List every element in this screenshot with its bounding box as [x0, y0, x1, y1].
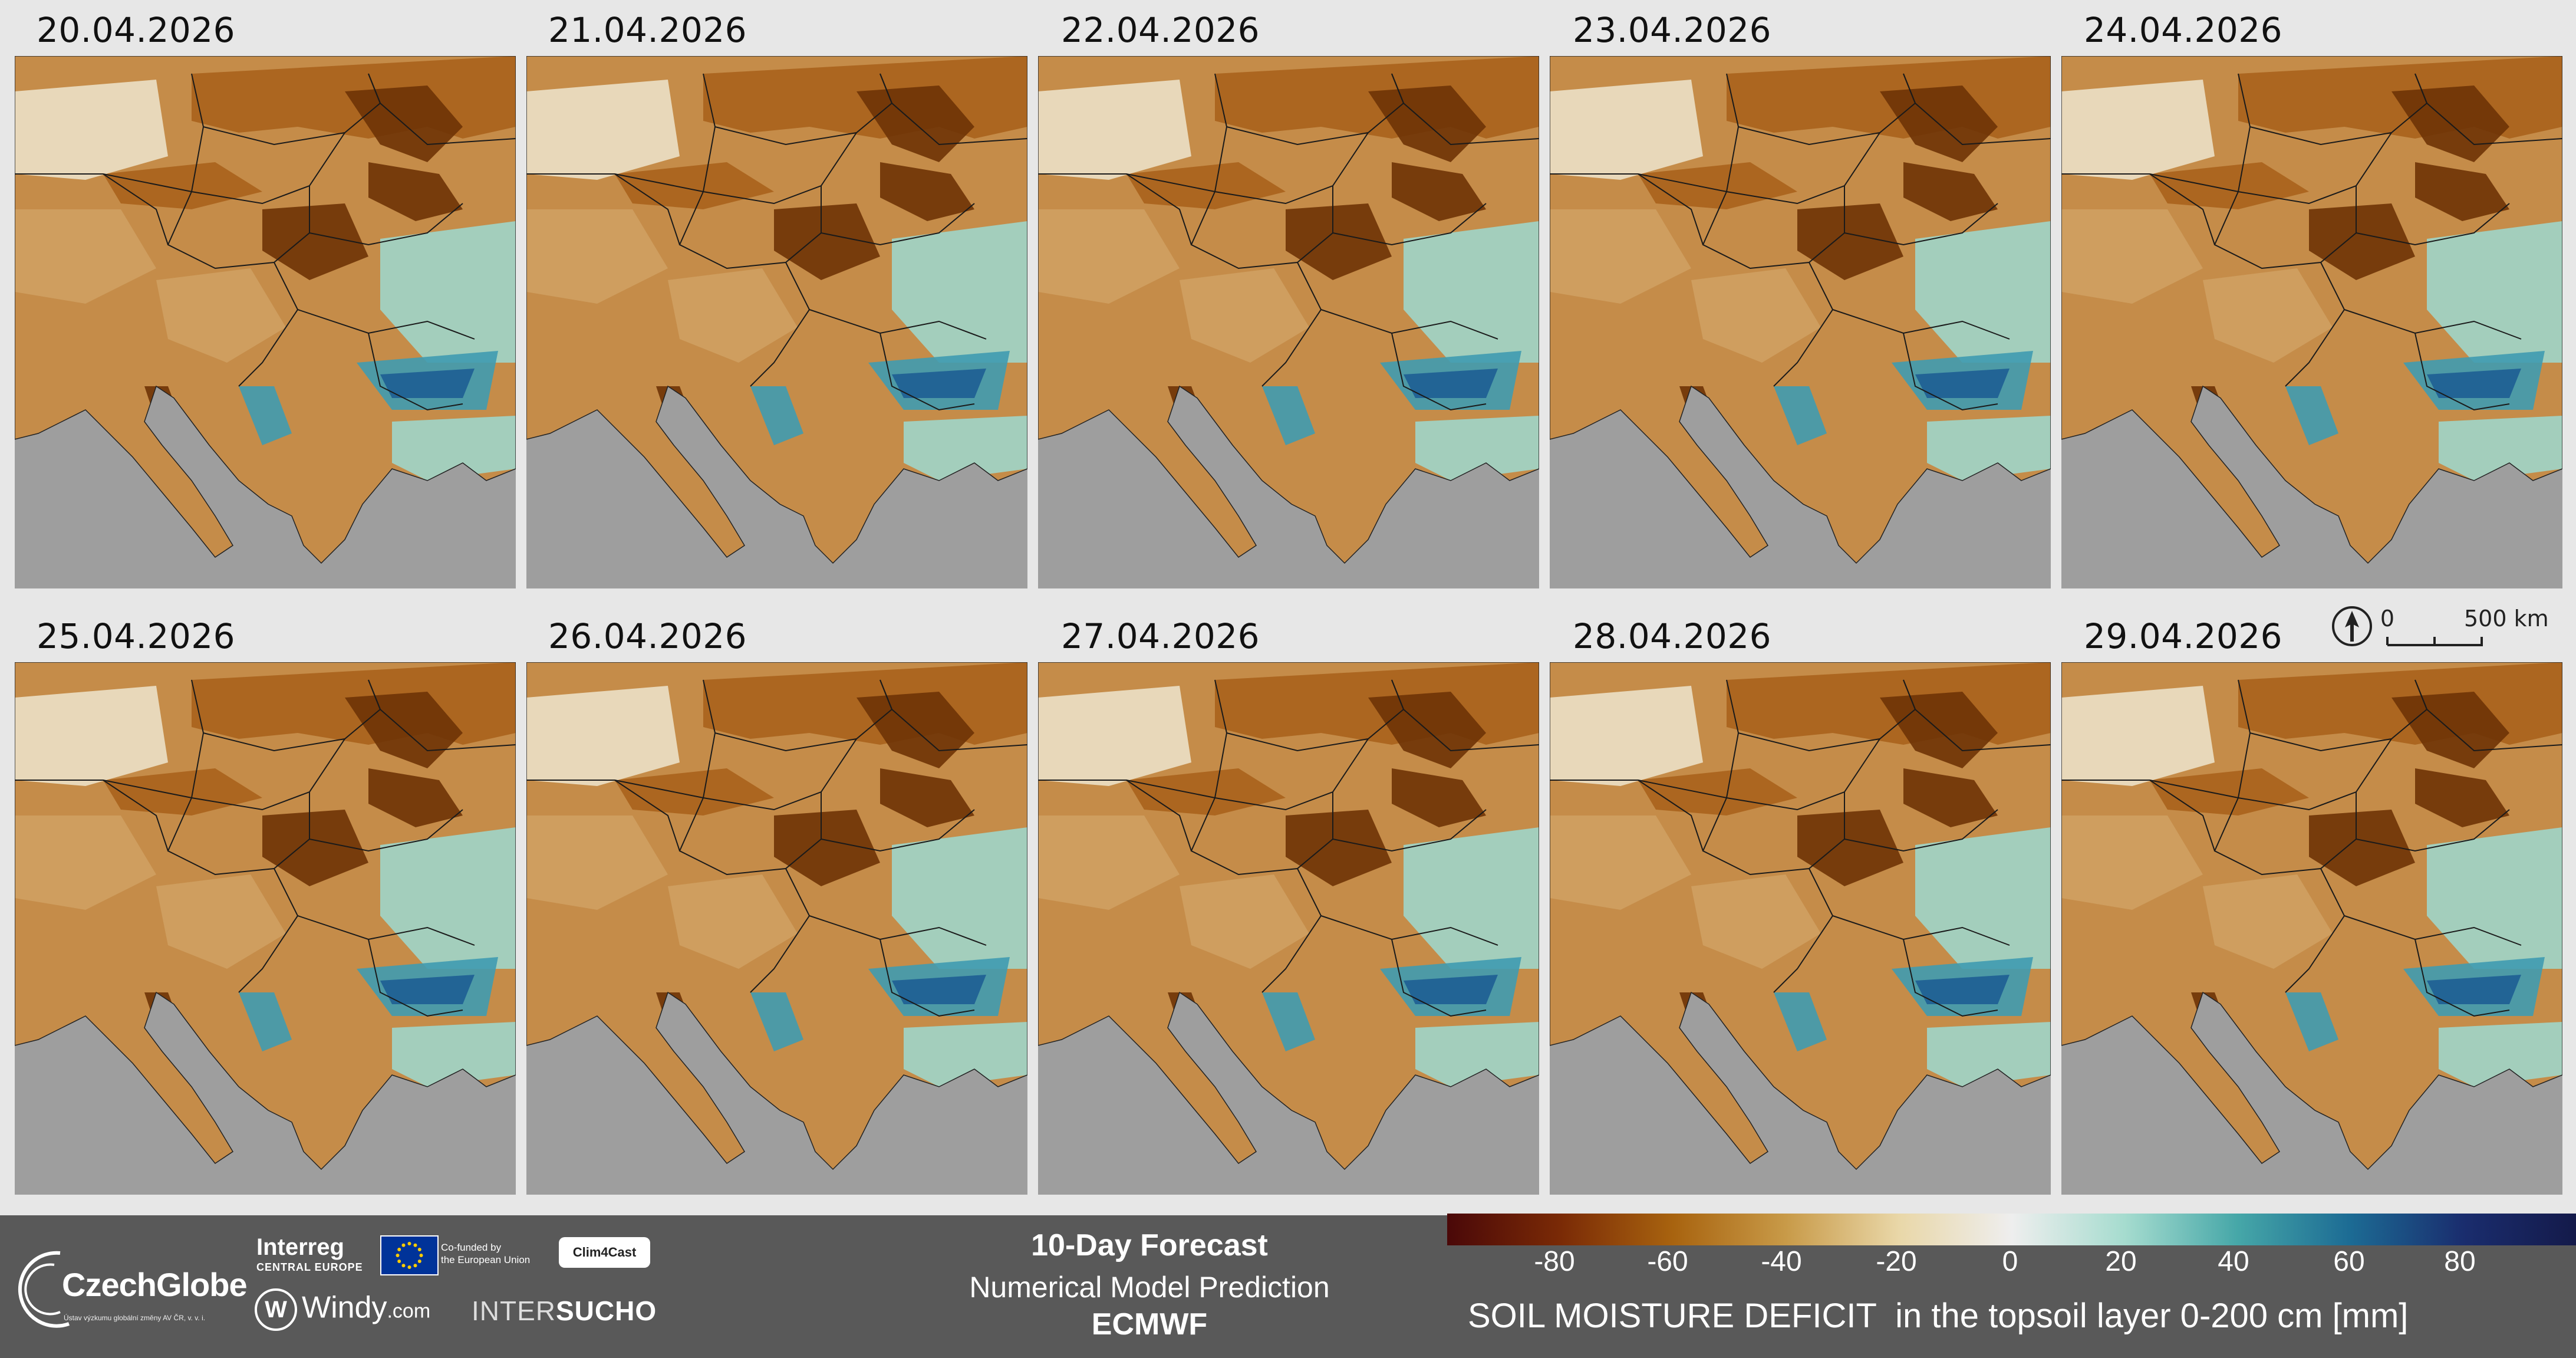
colorbar-title: SOIL MOISTURE DEFICIT in the topsoil lay…	[1468, 1297, 2409, 1335]
clim4cast-logo: Clim4Cast	[559, 1237, 650, 1268]
panel-date-4: 23.04.2026	[1573, 10, 1772, 50]
windy-domain: .com	[387, 1300, 431, 1323]
intersucho-logo: INTERSUCHO	[472, 1295, 657, 1327]
intersucho-part-1: INTER	[472, 1295, 556, 1326]
forecast-map-1	[15, 56, 516, 588]
colorbar-tick: 60	[2333, 1246, 2365, 1277]
forecast-map-6	[15, 662, 516, 1195]
panel-date-1: 20.04.2026	[37, 10, 236, 50]
eu-flag-icon	[380, 1235, 439, 1275]
panel-date-8: 27.04.2026	[1061, 616, 1260, 656]
panel-date-10: 29.04.2026	[2084, 616, 2283, 656]
forecast-title: 10-Day Forecast	[1031, 1228, 1268, 1262]
cofunded-line-1: Co-funded by	[441, 1242, 502, 1253]
scale-bar-end: 500 km	[2464, 606, 2549, 632]
forecast-map-10	[2061, 662, 2562, 1195]
colorbar-tick: -80	[1534, 1246, 1575, 1277]
panel-date-2: 21.04.2026	[548, 10, 747, 50]
colorbar-tick: 40	[2218, 1246, 2249, 1277]
forecast-map-4	[1550, 56, 2051, 588]
interreg-name: Interreg	[256, 1234, 344, 1260]
czechglobe-name: CzechGlobe	[62, 1266, 248, 1303]
colorbar	[1447, 1214, 2576, 1245]
panel-date-9: 28.04.2026	[1573, 616, 1772, 656]
interreg-logo: Interreg CENTRAL EUROPE	[256, 1235, 363, 1274]
windy-logo: W Windy.com	[255, 1288, 430, 1331]
czechglobe-logo-icon	[18, 1251, 70, 1328]
forecast-map-7	[526, 662, 1027, 1195]
north-arrow-icon	[2332, 606, 2372, 646]
interreg-subtitle: CENTRAL EUROPE	[256, 1261, 363, 1273]
scale-bar: 0 500 km	[2328, 603, 2576, 650]
colorbar-tick: -40	[1761, 1246, 1802, 1277]
forecast-model: ECMWF	[1091, 1307, 1208, 1341]
intersucho-part-2: SUCHO	[556, 1295, 657, 1326]
czechglobe-subtitle: Ústav výzkumu globální změny AV ČR, v. v…	[64, 1314, 206, 1322]
forecast-map-8	[1038, 662, 1539, 1195]
forecast-subtitle: Numerical Model Prediction	[969, 1271, 1330, 1304]
colorbar-tick: 80	[2444, 1246, 2476, 1277]
panel-date-6: 25.04.2026	[37, 616, 236, 656]
cofunded-line-2: the European Union	[441, 1254, 531, 1266]
colorbar-tick: 20	[2105, 1246, 2137, 1277]
windy-icon: W	[255, 1288, 297, 1331]
panel-date-7: 26.04.2026	[548, 616, 747, 656]
panel-date-5: 24.04.2026	[2084, 10, 2283, 50]
windy-name: Windy	[302, 1290, 387, 1325]
colorbar-tick: 0	[2002, 1246, 2018, 1277]
panel-date-3: 22.04.2026	[1061, 10, 1260, 50]
eu-cofunded-text: Co-funded by the European Union	[441, 1241, 530, 1267]
forecast-map-5	[2061, 56, 2562, 588]
colorbar-tick: -60	[1647, 1246, 1688, 1277]
scale-bar-start: 0	[2380, 606, 2394, 632]
forecast-map-3	[1038, 56, 1539, 588]
forecast-map-9	[1550, 662, 2051, 1195]
colorbar-tick: -20	[1876, 1246, 1917, 1277]
forecast-map-2	[526, 56, 1027, 588]
